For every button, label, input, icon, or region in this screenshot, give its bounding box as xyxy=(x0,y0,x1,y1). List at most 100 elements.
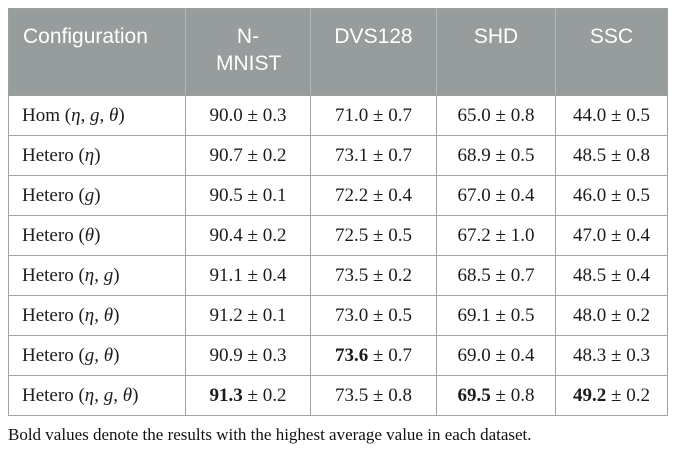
value-cell: 69.1 ± 0.5 xyxy=(436,295,556,336)
mean-value: 72.2 xyxy=(335,184,369,206)
table-footnote: Bold values denote the results with the … xyxy=(8,425,532,444)
table-row: Hetero (θ) 90.4 ± 0.2 72.5 ± 0.5 67.2 ± 1.0… xyxy=(8,215,668,256)
config-cell: Hetero (η, θ) xyxy=(8,295,186,336)
value-cell: 48.3 ± 0.3 xyxy=(555,335,668,376)
value-cell: 71.0 ± 0.7 xyxy=(310,95,437,136)
config-cell: Hetero (g) xyxy=(8,175,186,216)
value-cell: 90.9 ± 0.3 xyxy=(185,335,311,376)
value-cell: 47.0 ± 0.4 xyxy=(555,215,668,256)
config-parameter: θ xyxy=(103,344,114,366)
mean-value: 73.1 xyxy=(335,144,369,166)
value-cell: 90.7 ± 0.2 xyxy=(185,135,311,176)
mean-value: 90.0 xyxy=(209,104,243,126)
value-cell: 91.1 ± 0.4 xyxy=(185,255,311,296)
config-parameter: θ xyxy=(109,104,119,126)
column-header-label: Configuration xyxy=(23,25,148,48)
mean-value: 69.1 xyxy=(457,304,491,326)
mean-value: 46.0 xyxy=(573,184,607,206)
column-header-label: DVS128 xyxy=(334,25,413,48)
mean-value: 91.2 xyxy=(209,304,243,326)
column-header-n-mnist: N-MNIST xyxy=(185,8,311,96)
config-cell: Hetero (η, g, θ) xyxy=(8,375,186,416)
config-cell: Hetero (η, g) xyxy=(8,255,186,296)
mean-value: 67.2 xyxy=(457,224,491,246)
value-cell: 68.9 ± 0.5 xyxy=(436,135,556,176)
value-cell: 73.1 ± 0.7 xyxy=(310,135,437,176)
config-parameter: g xyxy=(103,264,114,286)
column-header-configuration: Configuration xyxy=(8,8,186,96)
value-cell: 48.5 ± 0.8 xyxy=(555,135,668,176)
value-cell: 73.6 ± 0.7 xyxy=(310,335,437,376)
mean-value-bold: 49.2 xyxy=(573,384,607,406)
value-cell: 67.0 ± 0.4 xyxy=(436,175,556,216)
config-parameter: η xyxy=(71,104,81,126)
column-header-ssc: SSC xyxy=(555,8,668,96)
config-parameter: η xyxy=(84,384,95,406)
mean-value: 69.0 xyxy=(457,344,491,366)
config-parameter: g xyxy=(90,104,100,126)
value-cell: 91.3 ± 0.2 xyxy=(185,375,311,416)
column-header-label: SHD xyxy=(473,25,519,48)
config-parameter: θ xyxy=(103,304,114,326)
value-cell: 90.0 ± 0.3 xyxy=(185,95,311,136)
mean-value: 48.0 xyxy=(573,304,607,326)
config-parameter: η xyxy=(84,304,95,326)
value-cell: 65.0 ± 0.8 xyxy=(436,95,556,136)
value-cell: 48.0 ± 0.2 xyxy=(555,295,668,336)
column-header-dvs128: DVS128 xyxy=(310,8,437,96)
column-header-label: SSC xyxy=(589,25,634,48)
config-parameter: g xyxy=(84,344,95,366)
table-row: Hetero (g, θ) 90.9 ± 0.3 73.6 ± 0.7 69.0 ± … xyxy=(8,335,668,376)
mean-value: 91.1 xyxy=(209,264,243,286)
value-cell: 91.2 ± 0.1 xyxy=(185,295,311,336)
mean-value: 90.9 xyxy=(209,344,243,366)
value-cell: 69.0 ± 0.4 xyxy=(436,335,556,376)
value-cell: 67.2 ± 1.0 xyxy=(436,215,556,256)
mean-value: 68.9 xyxy=(457,144,491,166)
mean-value: 73.5 xyxy=(335,384,369,406)
table-row: Hetero (η, g, θ) 91.3 ± 0.2 73.5 ± 0.8 69.5… xyxy=(8,375,668,416)
mean-value: 68.5 xyxy=(457,264,491,286)
value-cell: 72.5 ± 0.5 xyxy=(310,215,437,256)
config-parameter: g xyxy=(103,384,114,406)
column-header-label: N-MNIST xyxy=(216,25,282,76)
value-cell: 73.5 ± 0.8 xyxy=(310,375,437,416)
config-cell: Hetero (η) xyxy=(8,135,186,176)
table-row: Hetero (η, θ) 91.2 ± 0.1 73.0 ± 0.5 69.1 ± … xyxy=(8,295,668,336)
mean-value: 90.7 xyxy=(209,144,243,166)
table-row: Hetero (η) 90.7 ± 0.2 73.1 ± 0.7 68.9 ± 0.5… xyxy=(8,135,668,176)
value-cell: 68.5 ± 0.7 xyxy=(436,255,556,296)
config-parameter: θ xyxy=(122,384,133,406)
mean-value: 71.0 xyxy=(335,104,369,126)
table-row: Hetero (η, g) 91.1 ± 0.4 73.5 ± 0.2 68.5 ± … xyxy=(8,255,668,296)
mean-value: 73.5 xyxy=(335,264,369,286)
mean-value: 48.5 xyxy=(573,144,607,166)
value-cell: 72.2 ± 0.4 xyxy=(310,175,437,216)
config-cell: Hetero (θ) xyxy=(8,215,186,256)
value-cell: 46.0 ± 0.5 xyxy=(555,175,668,216)
config-parameter: η xyxy=(84,144,95,166)
value-cell: 73.0 ± 0.5 xyxy=(310,295,437,336)
value-cell: 44.0 ± 0.5 xyxy=(555,95,668,136)
config-parameter: g xyxy=(84,184,95,206)
mean-value: 73.0 xyxy=(335,304,369,326)
value-cell: 73.5 ± 0.2 xyxy=(310,255,437,296)
mean-value: 90.5 xyxy=(209,184,243,206)
value-cell: 49.2 ± 0.2 xyxy=(555,375,668,416)
mean-value: 65.0 xyxy=(457,104,491,126)
mean-value-bold: 91.3 xyxy=(209,384,243,406)
table-row: Hetero (g) 90.5 ± 0.1 72.2 ± 0.4 67.0 ± 0.4… xyxy=(8,175,668,216)
mean-value-bold: 69.5 xyxy=(457,384,491,406)
config-cell: Hom (η, g, θ) xyxy=(8,95,186,136)
value-cell: 48.5 ± 0.4 xyxy=(555,255,668,296)
mean-value: 72.5 xyxy=(335,224,369,246)
mean-value: 67.0 xyxy=(457,184,491,206)
value-cell: 90.5 ± 0.1 xyxy=(185,175,311,216)
mean-value: 48.3 xyxy=(573,344,607,366)
mean-value: 48.5 xyxy=(573,264,607,286)
value-cell: 69.5 ± 0.8 xyxy=(436,375,556,416)
config-parameter: θ xyxy=(84,224,95,246)
header-row: Configuration N-MNIST DVS128 SHD SSC xyxy=(8,8,668,96)
mean-value-bold: 73.6 xyxy=(335,344,369,366)
column-header-shd: SHD xyxy=(436,8,556,96)
